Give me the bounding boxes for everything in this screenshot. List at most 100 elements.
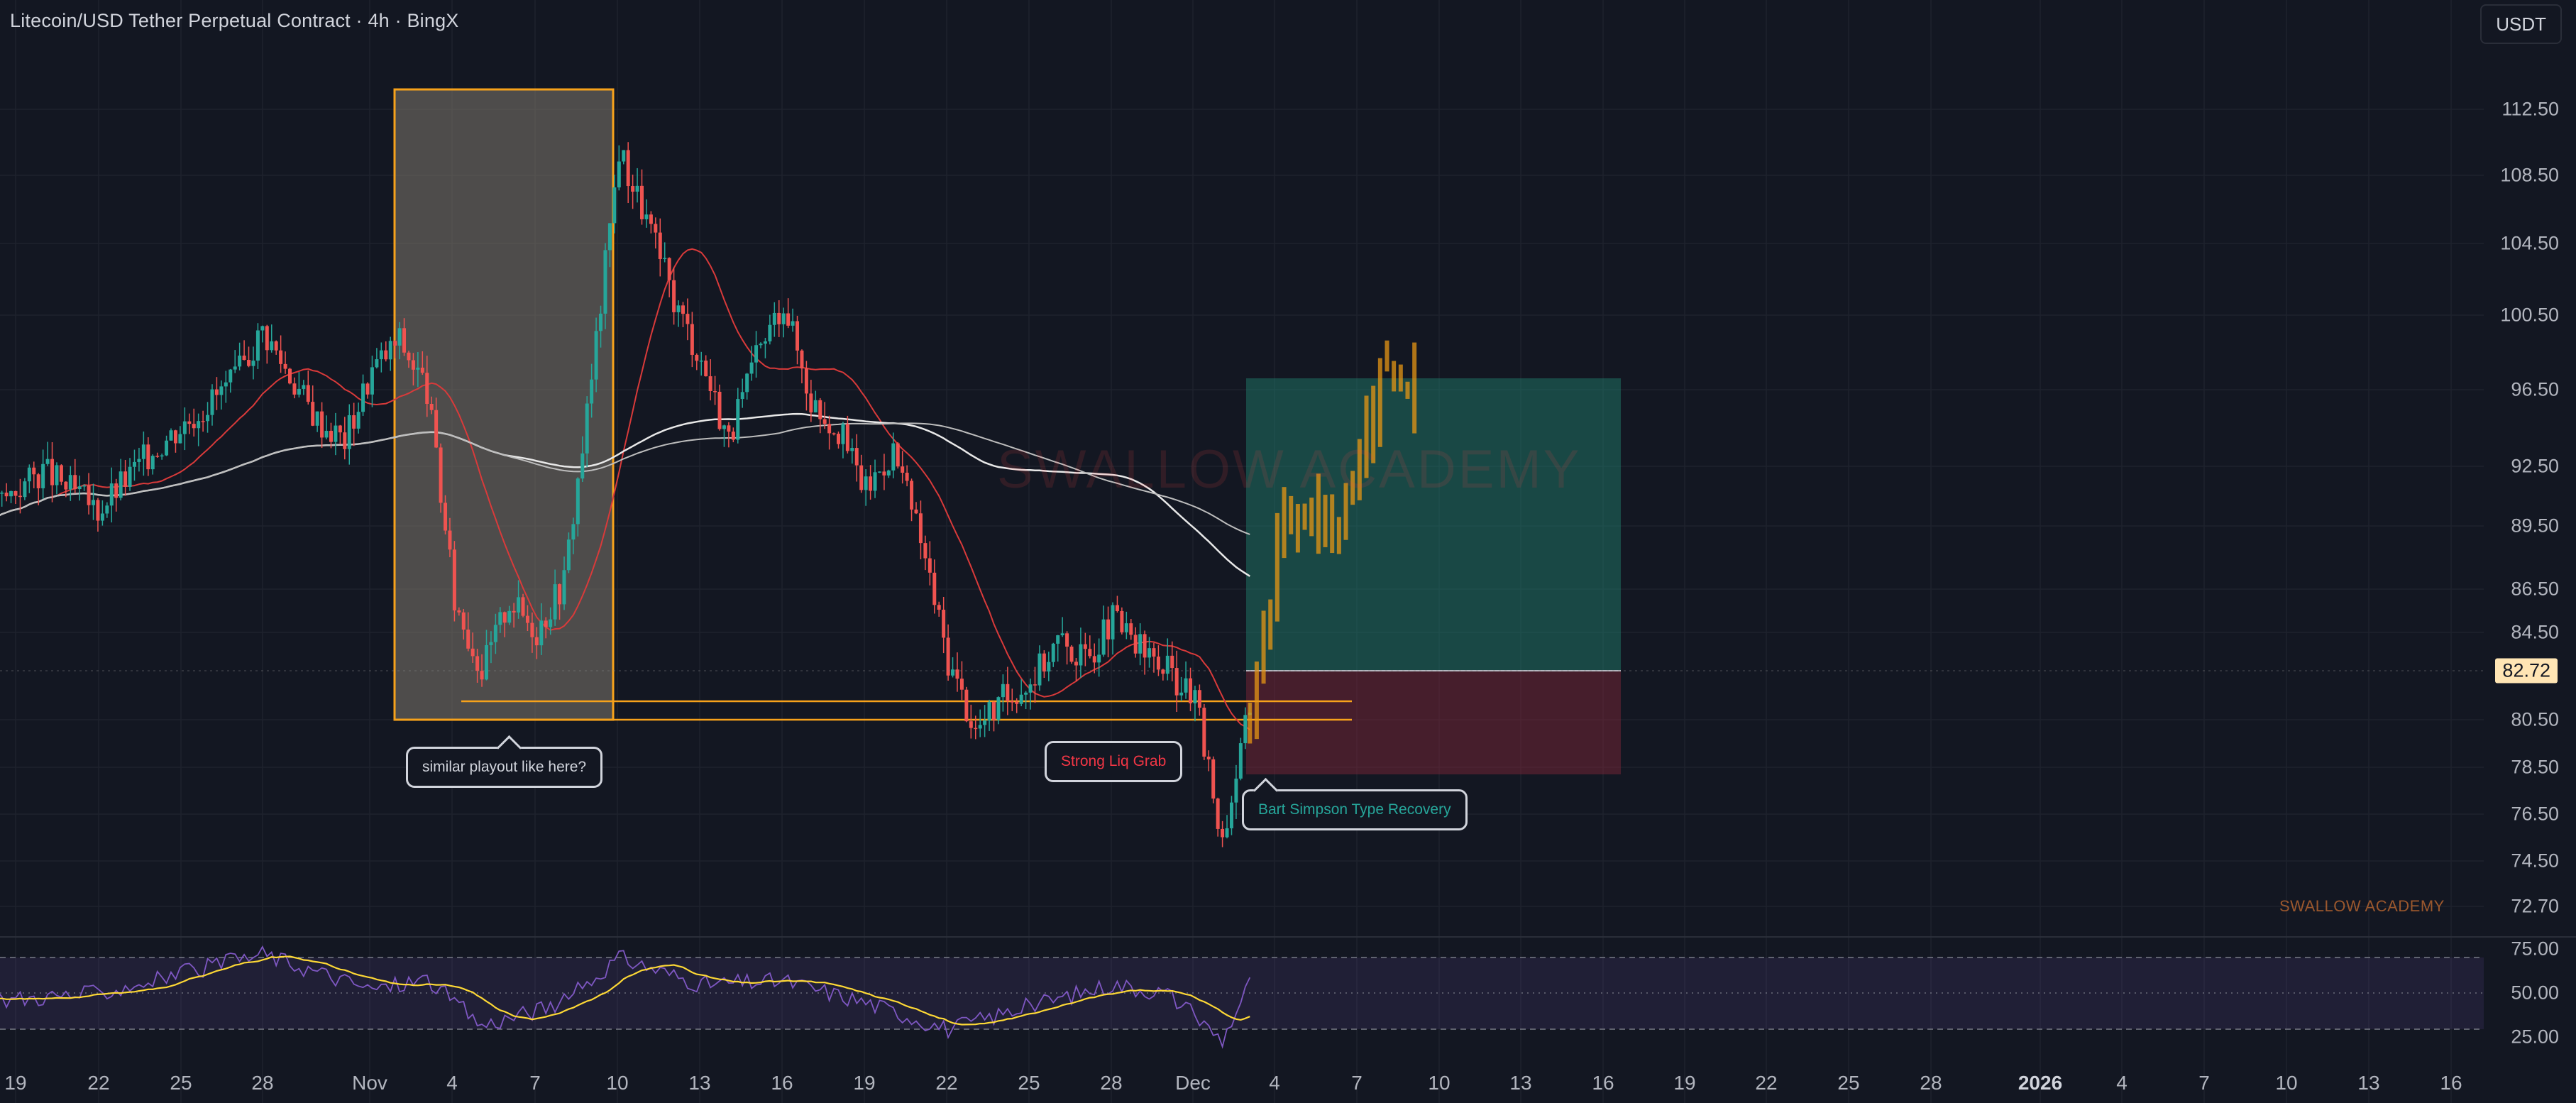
candle <box>1051 643 1055 662</box>
candle <box>338 425 342 433</box>
callout-bart-simpson[interactable]: Bart Simpson Type Recovery <box>1242 777 1468 830</box>
projection-bar <box>1412 342 1417 434</box>
candle <box>955 669 959 679</box>
time-tick: 16 <box>2440 1072 2462 1094</box>
projection-bars <box>1248 340 1417 744</box>
candle <box>320 411 324 438</box>
candle <box>1206 756 1211 759</box>
candle <box>617 161 621 188</box>
candle <box>13 490 18 496</box>
candle <box>187 421 192 424</box>
projection-bar <box>1323 495 1328 547</box>
candle <box>1047 662 1051 672</box>
price-tick: 112.50 <box>2501 98 2559 120</box>
candle <box>178 434 182 444</box>
callout-strong-liq-grab[interactable]: Strong Liq Grab <box>1045 741 1183 782</box>
candle <box>457 610 461 613</box>
candle <box>1170 655 1174 669</box>
candle <box>681 305 685 314</box>
candle <box>1015 701 1019 704</box>
candle <box>165 440 169 456</box>
callout-similar-playout[interactable]: similar playout like here? <box>406 735 603 788</box>
candle <box>416 367 420 370</box>
candle <box>530 622 534 637</box>
candle <box>901 466 905 473</box>
candle <box>635 185 639 192</box>
price-tick: 74.50 <box>2511 850 2559 872</box>
candle <box>1101 619 1106 655</box>
time-tick: 25 <box>170 1072 192 1094</box>
candle <box>146 444 150 470</box>
candle <box>1129 623 1133 635</box>
time-tick: 19 <box>853 1072 876 1094</box>
candle <box>1243 715 1248 744</box>
candle <box>1001 684 1005 698</box>
time-tick: 7 <box>1351 1072 1363 1094</box>
projection-bar <box>1309 498 1314 537</box>
candle <box>1193 690 1197 703</box>
current-price-badge: 82.72 <box>2495 658 2558 684</box>
candle <box>128 466 132 487</box>
candle <box>1115 605 1119 611</box>
candle <box>274 341 278 351</box>
candle <box>749 362 754 374</box>
candle <box>731 432 735 440</box>
time-tick: 4 <box>2116 1072 2128 1094</box>
rsi-line <box>0 945 1251 1049</box>
projection-bar <box>1302 503 1307 530</box>
candle <box>590 379 594 404</box>
projection-bar <box>1392 361 1397 392</box>
candle <box>969 721 973 728</box>
time-tick: Nov <box>352 1072 387 1094</box>
projection-bar <box>1282 487 1287 559</box>
callout-similar-playout-text: similar playout like here? <box>422 759 587 775</box>
rsi-tick: 50.00 <box>2511 982 2559 1004</box>
candle <box>41 463 45 488</box>
candle <box>717 391 722 429</box>
candle <box>607 223 612 251</box>
candle <box>238 355 242 367</box>
candle <box>36 474 40 488</box>
candle <box>160 455 164 457</box>
candle <box>521 597 525 616</box>
candle <box>1065 633 1069 647</box>
projection-bar <box>1254 661 1259 740</box>
time-tick: 4 <box>1269 1072 1280 1094</box>
candle <box>946 637 950 676</box>
time-tick: 28 <box>251 1072 274 1094</box>
candle <box>699 361 703 362</box>
candle <box>292 383 297 395</box>
rsi-tick: 75.00 <box>2511 938 2559 960</box>
time-tick: Dec <box>1175 1072 1211 1094</box>
price-tick: 78.50 <box>2511 756 2559 778</box>
candle <box>768 324 772 341</box>
projection-bar <box>1336 517 1341 554</box>
price-tick: 100.50 <box>2500 304 2559 326</box>
candle <box>1143 634 1147 658</box>
candle <box>361 383 365 412</box>
candle <box>539 620 544 646</box>
candle <box>599 313 603 331</box>
candle <box>1019 694 1023 704</box>
candle <box>622 150 626 162</box>
time-tick: 10 <box>606 1072 629 1094</box>
candle <box>329 430 333 442</box>
candle <box>708 376 712 392</box>
candle <box>1234 778 1238 803</box>
candle <box>448 530 452 550</box>
candle <box>558 584 562 605</box>
candle <box>1216 799 1220 829</box>
candle <box>964 689 969 722</box>
candle <box>466 630 470 649</box>
candle <box>1111 605 1115 640</box>
candle <box>928 558 932 573</box>
candle <box>141 444 145 459</box>
candle <box>1152 648 1156 657</box>
rsi-band <box>0 957 2484 1029</box>
candle <box>507 610 512 623</box>
candle <box>470 648 475 657</box>
candle <box>420 367 424 373</box>
currency-button[interactable]: USDT <box>2480 4 2562 44</box>
candle <box>173 430 177 444</box>
